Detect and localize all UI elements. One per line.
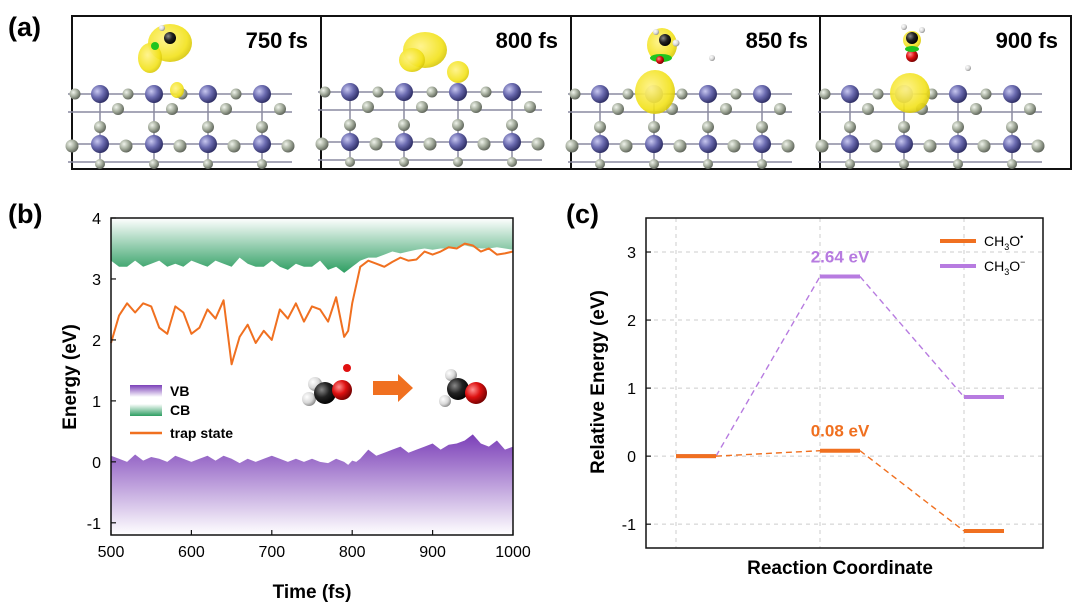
vb-area	[111, 434, 513, 535]
cb-area	[111, 218, 513, 273]
arrow-icon	[373, 374, 413, 402]
x-tick-label: 700	[258, 544, 285, 561]
snapshot-label: 900 fs	[996, 28, 1058, 53]
chart-c-ylabel: Relative Energy (eV)	[588, 290, 609, 474]
snapshot-800fs: 800 fs	[314, 28, 558, 168]
connector-line	[715, 276, 821, 457]
chart-b-legend: VB CB trap state	[130, 383, 233, 441]
snapshot-900fs: 900 fs	[814, 24, 1058, 170]
chart-b-axes: 500 600 700 800 900 1000 -1 0 1 2 3 4	[87, 211, 531, 561]
chart-c-axes: -1 0 1 2 3	[622, 245, 651, 534]
y-tick-label: 2	[92, 333, 101, 350]
legend-swatch-vb	[130, 385, 162, 397]
legend-label-trap: trap state	[170, 425, 233, 441]
y-tick-label: 1	[92, 394, 101, 411]
legend-label-radical: CH3O•	[984, 232, 1023, 252]
legend-label-anion: CH3O−	[984, 257, 1025, 277]
panel-c-label: (c)	[566, 199, 599, 229]
x-tick-label: 800	[339, 544, 366, 561]
chart-c-xlabel: Reaction Coordinate	[747, 558, 933, 579]
legend-label-vb: VB	[170, 383, 189, 399]
snapshot-strip: 750 fs 800 fs 850 fs	[64, 15, 1072, 170]
snapshot-850fs: 850 fs	[564, 28, 808, 170]
snapshot-label: 750 fs	[246, 28, 308, 53]
chart-c: -1 0 1 2 3 2.64 eV 0.08 eV Reaction Coordinat…	[588, 217, 1044, 579]
x-tick-label: 1000	[495, 544, 531, 561]
chart-b-ylabel: Energy (eV)	[60, 324, 81, 430]
panel-b-label: (b)	[8, 199, 42, 229]
x-tick-label: 500	[98, 544, 125, 561]
chart-b-xlabel: Time (fs)	[273, 582, 352, 603]
chart-b-frame	[110, 217, 514, 536]
y-tick-label: 3	[92, 272, 101, 289]
legend-label-cb: CB	[170, 402, 190, 418]
data-label: 0.08 eV	[811, 422, 870, 441]
snapshot-label: 800 fs	[496, 28, 558, 53]
data-label: 2.64 eV	[811, 248, 870, 267]
x-tick-label: 600	[178, 544, 205, 561]
snapshot-label: 850 fs	[746, 28, 808, 53]
trap-state-line	[110, 242, 514, 366]
connector-line	[859, 450, 965, 532]
y-tick-label: -1	[622, 517, 636, 534]
y-tick-label: 0	[627, 449, 636, 466]
panel-a-label: (a)	[8, 12, 41, 42]
chart-b: 500 600 700 800 900 1000 -1 0 1 2 3 4 Time (fs) Ene…	[60, 211, 531, 603]
connector-line	[715, 450, 821, 457]
chart-b-plot-area	[110, 218, 514, 535]
y-tick-label: 4	[92, 211, 101, 228]
y-tick-label: 3	[627, 245, 636, 262]
snapshot-750fs: 750 fs	[64, 24, 308, 170]
reaction-annotation	[302, 364, 487, 407]
connector-line	[859, 276, 965, 398]
chart-c-plot-area: 2.64 eV 0.08 eV	[676, 248, 1004, 533]
y-tick-label: 1	[627, 381, 636, 398]
chart-c-frame	[645, 217, 1044, 549]
y-tick-label: -1	[87, 516, 101, 533]
x-tick-label: 900	[419, 544, 446, 561]
legend-swatch-cb	[130, 404, 162, 416]
chart-c-legend: CH3O• CH3O−	[940, 232, 1025, 277]
y-tick-label: 2	[627, 313, 636, 330]
y-tick-label: 0	[92, 455, 101, 472]
